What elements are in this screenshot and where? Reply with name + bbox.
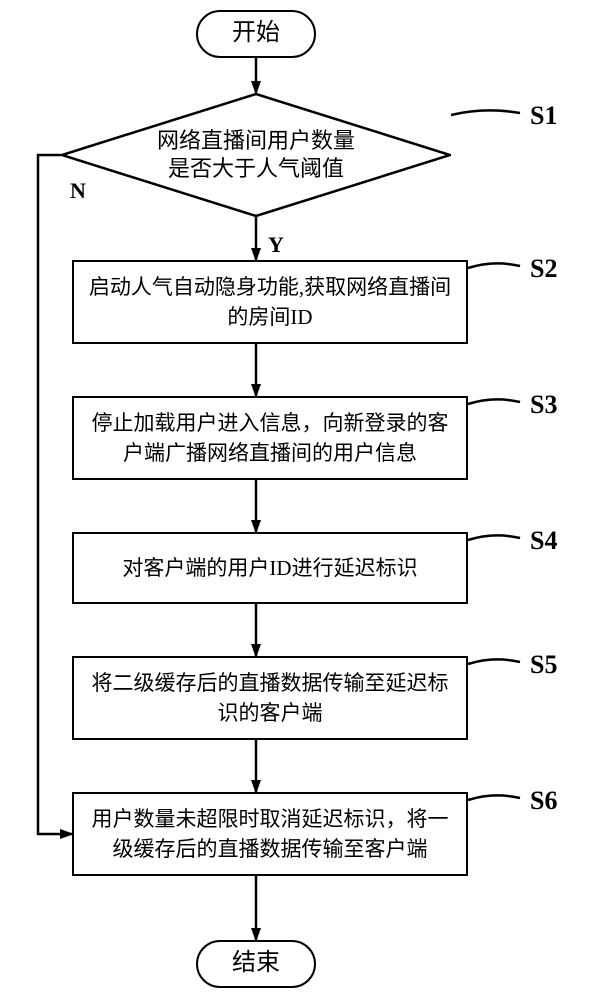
process-s4-text: 对客户端的用户ID进行延迟标识 — [122, 553, 417, 583]
decision-text: 网络直播间用户数量 是否大于人气阈值 — [61, 127, 451, 183]
decision-line2: 是否大于人气阈值 — [61, 155, 451, 183]
process-s3: 停止加载用户进入信息，向新登录的客 户端广播网络直播间的用户信息 — [72, 396, 468, 480]
label-s3: S3 — [530, 390, 557, 420]
end-label: 结束 — [232, 950, 280, 976]
process-s2: 启动人气自动隐身功能,获取网络直播间 的房间ID — [72, 260, 468, 344]
process-s4: 对客户端的用户ID进行延迟标识 — [72, 532, 468, 604]
label-s4: S4 — [530, 526, 557, 556]
process-s6-line1: 用户数量未超限时取消延迟标识，将一 — [92, 804, 449, 834]
label-s6: S6 — [530, 786, 557, 816]
decision-s1: 网络直播间用户数量 是否大于人气阈值 — [61, 93, 451, 217]
label-s2: S2 — [530, 254, 557, 284]
process-s3-line1: 停止加载用户进入信息，向新登录的客 — [92, 408, 449, 438]
label-s1: S1 — [530, 101, 557, 131]
process-s6: 用户数量未超限时取消延迟标识，将一 级缓存后的直播数据传输至客户端 — [72, 792, 468, 876]
process-s2-line1: 启动人气自动隐身功能,获取网络直播间 — [89, 272, 451, 302]
start-label: 开始 — [232, 20, 280, 46]
process-s5: 将二级缓存后的直播数据传输至延迟标 识的客户端 — [72, 656, 468, 740]
process-s2-text: 启动人气自动隐身功能,获取网络直播间 的房间ID — [89, 272, 451, 332]
terminator-start: 开始 — [196, 10, 316, 58]
process-s3-line2: 户端广播网络直播间的用户信息 — [92, 438, 449, 468]
process-s4-line1: 对客户端的用户ID进行延迟标识 — [122, 553, 417, 583]
edge-yes: Y — [268, 232, 284, 258]
process-s5-text: 将二级缓存后的直播数据传输至延迟标 识的客户端 — [92, 668, 449, 728]
edge-no: N — [70, 178, 86, 204]
process-s5-line2: 识的客户端 — [92, 698, 449, 728]
label-s5: S5 — [530, 650, 557, 680]
process-s6-line2: 级缓存后的直播数据传输至客户端 — [92, 834, 449, 864]
process-s6-text: 用户数量未超限时取消延迟标识，将一 级缓存后的直播数据传输至客户端 — [92, 804, 449, 864]
decision-line1: 网络直播间用户数量 — [61, 127, 451, 155]
process-s3-text: 停止加载用户进入信息，向新登录的客 户端广播网络直播间的用户信息 — [92, 408, 449, 468]
terminator-end: 结束 — [196, 940, 316, 988]
process-s2-line2: 的房间ID — [89, 302, 451, 332]
process-s5-line1: 将二级缓存后的直播数据传输至延迟标 — [92, 668, 449, 698]
